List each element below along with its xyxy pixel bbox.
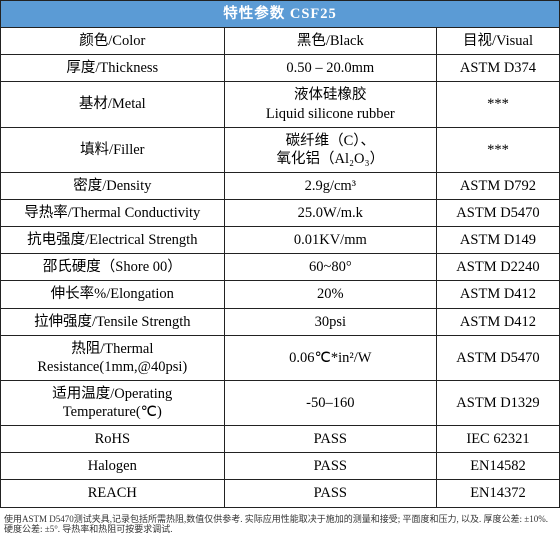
table-row: HalogenPASSEN14582 [1,453,560,480]
cell-standard: *** [437,82,560,127]
cell-standard: EN14582 [437,453,560,480]
cell-property: 适用温度/Operating Temperature(℃) [1,380,225,425]
cell-standard: 目视/Visual [437,28,560,55]
spec-table: 特性参数 CSF25 颜色/Color黑色/Black目视/Visual厚度/T… [0,0,560,508]
cell-standard: ASTM D412 [437,281,560,308]
cell-standard: ASTM D1329 [437,380,560,425]
table-row: 拉伸强度/Tensile Strength30psiASTM D412 [1,308,560,335]
table-row: 基材/Metal液体硅橡胶Liquid silicone rubber*** [1,82,560,127]
cell-value: 25.0W/m.k [224,200,436,227]
cell-property: 基材/Metal [1,82,225,127]
cell-property: Halogen [1,453,225,480]
table-row: 厚度/Thickness0.50 – 20.0mmASTM D374 [1,55,560,82]
table-row: 抗电强度/Electrical Strength0.01KV/mmASTM D1… [1,227,560,254]
cell-property: REACH [1,480,225,507]
cell-value: PASS [224,426,436,453]
cell-value: 0.50 – 20.0mm [224,55,436,82]
cell-property: 伸长率%/Elongation [1,281,225,308]
cell-standard: EN14372 [437,480,560,507]
cell-value: 2.9g/cm³ [224,172,436,199]
cell-standard: ASTM D149 [437,227,560,254]
cell-property: 拉伸强度/Tensile Strength [1,308,225,335]
cell-property: 密度/Density [1,172,225,199]
table-body: 颜色/Color黑色/Black目视/Visual厚度/Thickness0.5… [1,28,560,507]
cell-property: RoHS [1,426,225,453]
cell-property: 厚度/Thickness [1,55,225,82]
table-row: 伸长率%/Elongation20%ASTM D412 [1,281,560,308]
table-row: 填料/Filler碳纤维（C）、氧化铝（Al₂O₃）*** [1,127,560,172]
cell-standard: ASTM D2240 [437,254,560,281]
cell-property: 邵氏硬度（Shore 00） [1,254,225,281]
footnote: 使用ASTM D5470测试夹具,记录包括所需热阻,数值仅供参考. 实际应用性能… [0,508,560,540]
cell-value: 碳纤维（C）、氧化铝（Al₂O₃） [224,127,436,172]
cell-property: 抗电强度/Electrical Strength [1,227,225,254]
cell-property: 导热率/Thermal Conductivity [1,200,225,227]
cell-value: 30psi [224,308,436,335]
cell-value: 液体硅橡胶Liquid silicone rubber [224,82,436,127]
table-row: REACHPASSEN14372 [1,480,560,507]
cell-standard: ASTM D5470 [437,335,560,380]
cell-property: 填料/Filler [1,127,225,172]
cell-value: PASS [224,480,436,507]
cell-value: PASS [224,453,436,480]
cell-value: 0.01KV/mm [224,227,436,254]
cell-standard: ASTM D5470 [437,200,560,227]
cell-standard: ASTM D374 [437,55,560,82]
table-row: 邵氏硬度（Shore 00）60~80°ASTM D2240 [1,254,560,281]
table-row: RoHSPASSIEC 62321 [1,426,560,453]
table-header: 特性参数 CSF25 [1,1,560,28]
table-row: 热阻/Thermal Resistance(1mm,@40psi)0.06℃*i… [1,335,560,380]
table-row: 颜色/Color黑色/Black目视/Visual [1,28,560,55]
cell-value: -50–160 [224,380,436,425]
table-row: 导热率/Thermal Conductivity25.0W/m.kASTM D5… [1,200,560,227]
cell-standard: ASTM D792 [437,172,560,199]
cell-property: 颜色/Color [1,28,225,55]
cell-value: 黑色/Black [224,28,436,55]
cell-standard: *** [437,127,560,172]
table-row: 密度/Density2.9g/cm³ASTM D792 [1,172,560,199]
cell-value: 0.06℃*in²/W [224,335,436,380]
cell-value: 60~80° [224,254,436,281]
cell-standard: IEC 62321 [437,426,560,453]
table-row: 适用温度/Operating Temperature(℃)-50–160ASTM… [1,380,560,425]
cell-value: 20% [224,281,436,308]
cell-standard: ASTM D412 [437,308,560,335]
cell-property: 热阻/Thermal Resistance(1mm,@40psi) [1,335,225,380]
